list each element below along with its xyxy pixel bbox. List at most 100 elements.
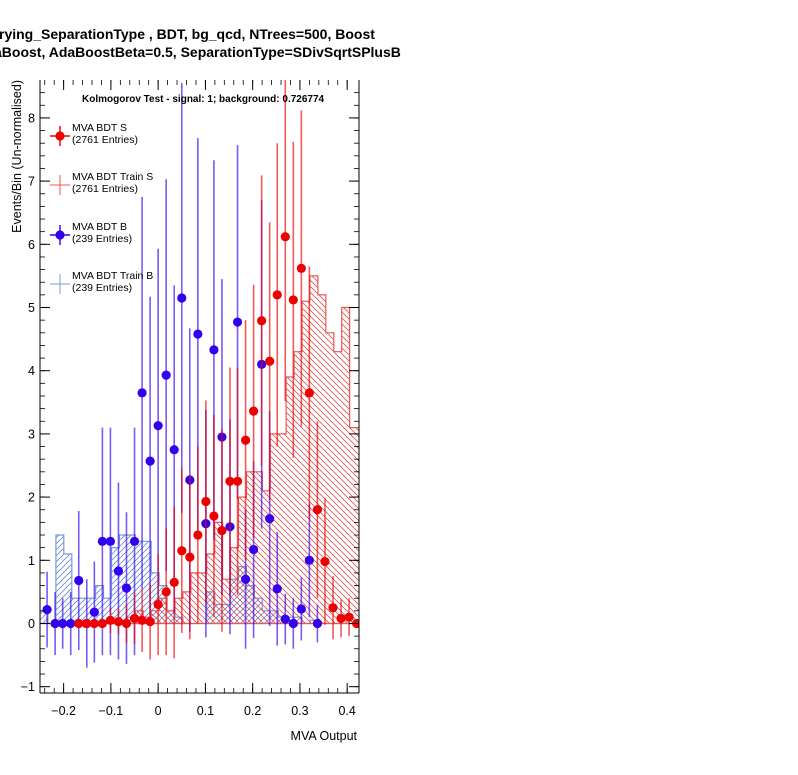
bdt-b-point bbox=[296, 604, 306, 614]
bdt-b-point bbox=[42, 604, 52, 615]
test-error-bars bbox=[42, 80, 359, 668]
training-histograms bbox=[40, 275, 359, 625]
bdt-s-point bbox=[185, 552, 195, 562]
y-tick-label: 5 bbox=[28, 301, 35, 315]
bdt-b-point bbox=[209, 345, 219, 355]
tick-labels: −0.2 −0.1 0 0.1 0.2 0.3 0.4 −1 0 1 2 3 4 5 6 7 8 bbox=[21, 111, 356, 718]
bdt-s-point bbox=[177, 546, 187, 556]
y-tick-label: 2 bbox=[28, 491, 35, 505]
legend-label: MVA BDT S bbox=[72, 122, 127, 134]
bdt-s-point bbox=[89, 618, 99, 629]
bdt-s-point bbox=[113, 616, 124, 627]
kolmogorov-annotation: Kolmogorov Test - signal: 1; background:… bbox=[82, 94, 325, 105]
legend-label: MVA BDT B bbox=[72, 221, 127, 233]
legend-marker-point bbox=[55, 131, 65, 141]
bdt-b-point bbox=[249, 544, 259, 555]
chart-title-line-2: aBoost, AdaBoostBeta=0.5, SeparationType… bbox=[0, 44, 401, 60]
bdt-s-point bbox=[161, 587, 171, 597]
bdt-s-point bbox=[280, 232, 290, 242]
bdt-b-point bbox=[240, 574, 251, 584]
bdt-b-point bbox=[272, 584, 282, 594]
bdt-b-point bbox=[232, 317, 243, 327]
x-tick-label: 0.4 bbox=[338, 704, 355, 718]
legend-entries: (239 Entries) bbox=[72, 282, 132, 294]
bdt-b-point bbox=[129, 536, 140, 546]
y-tick-label: 3 bbox=[28, 427, 35, 441]
bdt-b-point bbox=[50, 618, 60, 629]
bdt-b-point bbox=[105, 536, 116, 546]
bdt-s-point bbox=[225, 476, 235, 486]
y-axis-label: Events/Bin (Un-normalised) bbox=[10, 80, 24, 233]
bdt-b-point bbox=[177, 293, 187, 303]
bdt-b-point bbox=[145, 456, 155, 466]
bdt-s-point bbox=[296, 263, 306, 273]
bdt-s-point bbox=[304, 388, 314, 398]
bdt-b-point bbox=[169, 445, 179, 455]
bdt-s-point bbox=[257, 316, 267, 326]
bdt-b-point bbox=[265, 513, 275, 524]
bdt-b-point bbox=[58, 618, 68, 629]
bdt-b-point bbox=[288, 618, 298, 629]
bdt-b-point bbox=[304, 555, 314, 565]
y-tick-label: 7 bbox=[28, 175, 35, 189]
y-tick-label: 0 bbox=[28, 617, 35, 631]
bdt-b-point bbox=[89, 607, 99, 617]
x-tick-label: 0 bbox=[155, 704, 162, 718]
x-axis-label: MVA Output bbox=[291, 729, 358, 743]
legend-entries: (239 Entries) bbox=[72, 233, 132, 245]
bdt-s-point bbox=[137, 615, 147, 625]
bdt-s-point bbox=[232, 476, 243, 486]
bdt-s-point bbox=[105, 615, 116, 625]
bdt-s-point bbox=[193, 530, 203, 540]
y-tick-label: −1 bbox=[21, 680, 35, 694]
bdt-b-point bbox=[153, 421, 163, 431]
legend-label: MVA BDT Train S bbox=[72, 171, 153, 183]
bdt-s-point bbox=[145, 616, 155, 627]
x-tick-label: 0.1 bbox=[197, 704, 214, 718]
x-tick-label: 0.2 bbox=[244, 704, 261, 718]
bdt-b-point bbox=[74, 575, 84, 586]
bdt-b-point bbox=[137, 388, 147, 398]
bdt-s-point bbox=[129, 613, 140, 624]
legend-marker-point bbox=[55, 230, 65, 240]
bdt-s-point bbox=[209, 511, 219, 521]
legend-entries: (2761 Entries) bbox=[72, 134, 138, 146]
bdt-s-point bbox=[240, 435, 251, 445]
bdt-s-point bbox=[328, 603, 338, 613]
bdt-s-point bbox=[97, 618, 107, 629]
bdt-b-point bbox=[97, 536, 107, 546]
bdt-s-point bbox=[201, 496, 211, 507]
bdt-s-point bbox=[249, 406, 259, 416]
x-tick-label: 0.3 bbox=[291, 704, 308, 718]
bdt-s-point bbox=[74, 618, 84, 629]
bdt-b-point bbox=[193, 329, 203, 339]
bdt-s-point bbox=[344, 612, 354, 622]
y-tick-label: 8 bbox=[28, 111, 35, 125]
bdt-s-point bbox=[217, 525, 227, 536]
bdt-b-point bbox=[113, 566, 124, 576]
train-s-histogram bbox=[40, 275, 359, 625]
x-tick-label: −0.1 bbox=[99, 704, 124, 718]
bdt-b-point bbox=[66, 618, 76, 629]
legend-entries: (2761 Entries) bbox=[72, 183, 138, 195]
x-tick-label: −0.2 bbox=[51, 704, 76, 718]
axes bbox=[39, 80, 360, 694]
bdt-b-point bbox=[121, 583, 132, 593]
y-tick-label: 4 bbox=[28, 364, 35, 378]
bdt-s-point bbox=[320, 556, 330, 567]
y-tick-label: 1 bbox=[28, 554, 35, 568]
bdt-s-point bbox=[272, 290, 282, 300]
legend: MVA BDT S(2761 Entries)MVA BDT Train S(2… bbox=[50, 122, 153, 294]
bdt-s-point bbox=[288, 295, 298, 305]
bdt-s-point bbox=[121, 618, 132, 629]
legend-label: MVA BDT Train B bbox=[72, 270, 153, 282]
bdt-s-point bbox=[336, 613, 346, 624]
chart-title-line-1: rying_SeparationType , BDT, bg_qcd, NTre… bbox=[0, 26, 375, 42]
bdt-s-point bbox=[169, 577, 179, 588]
bdt-s-point bbox=[312, 505, 323, 515]
bdt-b-point bbox=[280, 614, 290, 624]
bdt-s-point bbox=[265, 356, 275, 366]
bdt-b-point bbox=[161, 370, 171, 380]
bdt-s-point bbox=[153, 599, 163, 610]
